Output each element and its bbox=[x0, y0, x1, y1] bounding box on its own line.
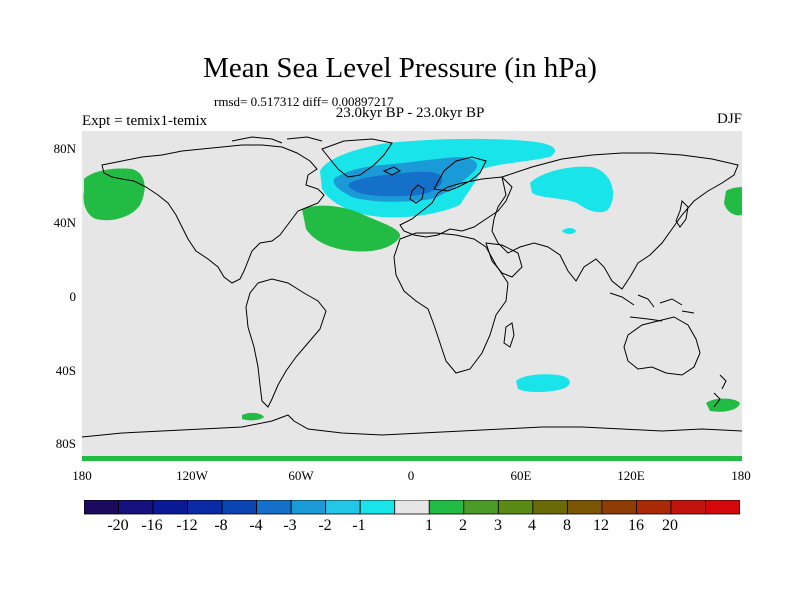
coast-south-america bbox=[245, 278, 327, 408]
y-label-80s: 80S bbox=[55, 436, 76, 451]
colorbar-box bbox=[428, 500, 465, 515]
colorbar-label: 2 bbox=[459, 517, 467, 534]
colorbar-box bbox=[394, 500, 430, 515]
x-label-60w: 60W bbox=[288, 468, 314, 483]
anomaly-antarctic-strip bbox=[82, 456, 742, 461]
anomaly-small-asia bbox=[562, 228, 576, 234]
anomaly-south-pacific-east bbox=[706, 398, 740, 412]
colorbar-box bbox=[705, 500, 740, 515]
colorbar-label: 8 bbox=[563, 517, 571, 534]
anomaly-west-pacific-edge bbox=[724, 187, 742, 216]
colorbar-box bbox=[221, 500, 258, 515]
anomaly-north-pacific bbox=[83, 168, 145, 221]
colorbar-label: 16 bbox=[628, 517, 644, 534]
anomaly-south-pacific-west bbox=[242, 412, 264, 421]
colorbar-box bbox=[532, 500, 568, 515]
colorbar-box bbox=[601, 500, 637, 515]
coast-asia bbox=[491, 152, 739, 290]
world-map bbox=[82, 131, 742, 461]
coast-iceland bbox=[382, 166, 401, 176]
coast-madagascar bbox=[503, 322, 515, 348]
coast-north-america bbox=[101, 144, 325, 284]
colorbar-label: -12 bbox=[176, 517, 198, 534]
colorbar-box bbox=[256, 500, 292, 515]
colorbar-label: 12 bbox=[593, 517, 609, 534]
experiment-label: Expt = temix1-temix bbox=[82, 113, 208, 129]
x-label-180w: 180 bbox=[72, 468, 92, 483]
colorbar bbox=[84, 500, 740, 515]
coast-arctic-islands bbox=[231, 136, 323, 144]
coast-antarctica bbox=[82, 414, 742, 438]
colorbar-label: -4 bbox=[249, 517, 263, 534]
colorbar-box bbox=[636, 500, 672, 515]
stats-line: rmsd= 0.517312 diff= 0.00897217 bbox=[214, 94, 394, 109]
y-label-80n: 80N bbox=[53, 141, 76, 156]
plot-subtitle: 23.0kyr BP - 23.0kyr BP bbox=[335, 105, 485, 121]
colorbar-label: -1 bbox=[352, 517, 366, 534]
colorbar-label: -3 bbox=[283, 517, 297, 534]
y-label-40n: 40N bbox=[53, 215, 76, 230]
colorbar-label: -8 bbox=[214, 517, 228, 534]
colorbar-box bbox=[84, 500, 119, 515]
colorbar-box bbox=[463, 500, 499, 515]
season-label: DJF bbox=[716, 111, 742, 127]
anomaly-central-asia bbox=[530, 166, 614, 213]
anomaly-north-atlantic-dark bbox=[348, 171, 443, 197]
colorbar-label: -16 bbox=[141, 517, 163, 534]
colorbar-label: -20 bbox=[107, 517, 129, 534]
colorbar-box bbox=[670, 500, 706, 515]
coast-africa bbox=[393, 232, 509, 374]
anomaly-south-indian bbox=[516, 374, 570, 392]
colorbar-label: 4 bbox=[528, 517, 536, 534]
coast-scandinavia bbox=[433, 156, 487, 192]
y-label-0: 0 bbox=[69, 289, 77, 304]
plot-title: Mean Sea Level Pressure (in hPa) bbox=[203, 52, 597, 84]
colorbar-box bbox=[290, 500, 327, 515]
colorbar-box bbox=[325, 500, 361, 515]
x-label-120e: 120E bbox=[617, 468, 645, 483]
colorbar-box bbox=[497, 500, 534, 515]
colorbar-label: 1 bbox=[425, 517, 433, 534]
colorbar-box bbox=[359, 500, 396, 515]
coast-europe bbox=[399, 176, 513, 238]
y-label-40s: 40S bbox=[55, 363, 76, 378]
x-label-180e: 180 bbox=[731, 468, 751, 483]
colorbar-box bbox=[118, 500, 154, 515]
colorbar-box bbox=[152, 500, 188, 515]
anomaly-north-atlantic-subtropical bbox=[302, 205, 401, 252]
coast-british-isles bbox=[409, 184, 425, 204]
colorbar-box bbox=[566, 500, 603, 515]
coast-arabia bbox=[485, 242, 523, 278]
colorbar-label: -2 bbox=[318, 517, 332, 534]
x-label-120w: 120W bbox=[176, 468, 208, 483]
x-label-0: 0 bbox=[407, 468, 415, 483]
coast-greenland bbox=[321, 138, 393, 178]
colorbar-label: 3 bbox=[494, 517, 502, 534]
coast-new-zealand bbox=[713, 374, 727, 408]
coast-japan bbox=[675, 199, 689, 228]
colorbar-label: 20 bbox=[662, 517, 678, 534]
colorbar-box bbox=[187, 500, 223, 515]
coast-australia bbox=[623, 316, 701, 376]
x-label-60e: 60E bbox=[510, 468, 532, 483]
coast-maritime-continent bbox=[609, 292, 695, 322]
